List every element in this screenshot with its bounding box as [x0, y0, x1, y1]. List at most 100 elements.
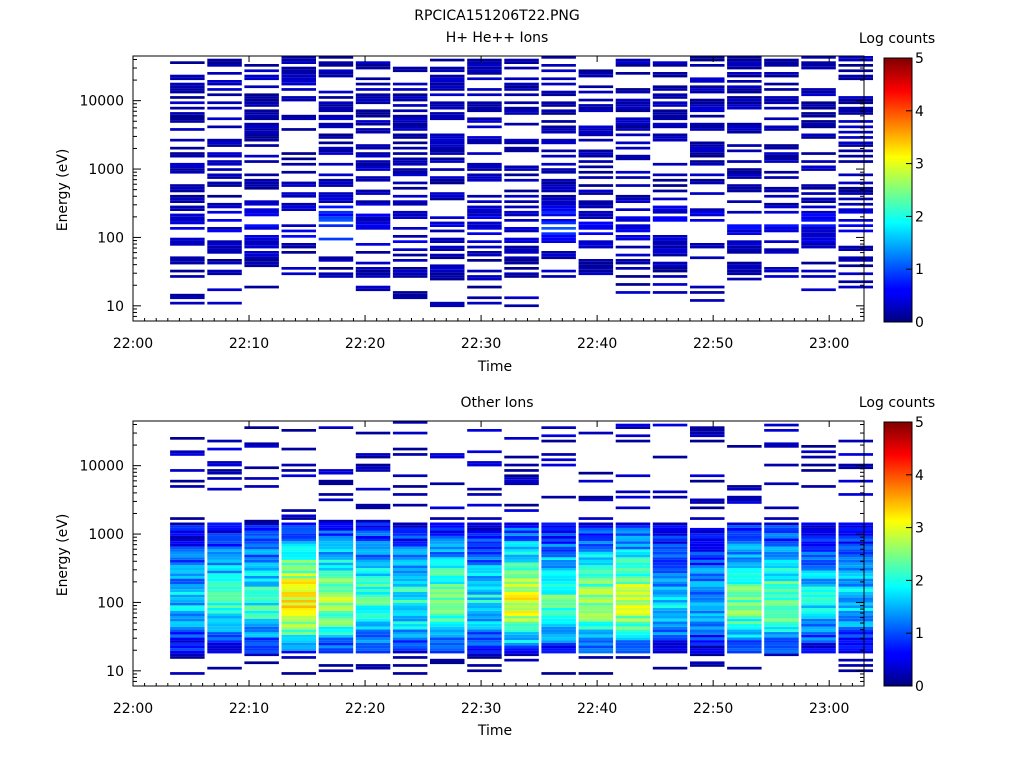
spectrogram-cell — [504, 251, 539, 254]
spectrogram-cell — [541, 189, 576, 193]
spectrogram-cell — [504, 165, 539, 169]
spectrogram-cell — [355, 666, 391, 670]
spectrogram-cell — [467, 653, 502, 657]
spectrogram-cell — [281, 594, 316, 598]
spectrogram-cell — [764, 626, 799, 630]
spectrogram-cell — [690, 640, 725, 643]
spectrogram-cell — [467, 594, 502, 598]
spectrogram-cell — [727, 173, 762, 177]
spectrogram-cell — [207, 125, 242, 129]
spectrogram-cell — [838, 640, 873, 643]
spectrogram-cell — [170, 533, 205, 536]
spectrogram-cell — [355, 227, 391, 230]
spectrogram-cell — [652, 133, 688, 137]
spectrogram-cell — [244, 133, 279, 137]
spectrogram-cell — [615, 208, 651, 211]
spectrogram-cell — [541, 522, 576, 526]
spectrogram-cell — [355, 557, 391, 560]
spectrogram-cell — [838, 584, 873, 587]
spectrogram-cell — [652, 101, 688, 105]
spectrogram-cell — [727, 618, 762, 622]
spectrogram-cell — [170, 629, 205, 633]
spectrogram-cell — [207, 194, 242, 198]
spectrogram-cell — [690, 608, 725, 611]
spectrogram-cell — [504, 267, 539, 270]
spectrogram-cell — [615, 426, 651, 429]
spectrogram-cell — [541, 184, 576, 187]
spectrogram-cell — [690, 160, 725, 163]
spectrogram-cell — [392, 610, 428, 614]
spectrogram-cell — [281, 194, 316, 198]
spectrogram-cell — [727, 160, 762, 163]
spectrogram-cell — [467, 138, 502, 142]
spectrogram-cell — [801, 549, 836, 552]
spectrogram-cell — [578, 210, 614, 214]
spectrogram-cell — [281, 235, 316, 238]
spectrogram-cell — [727, 495, 762, 499]
spectrogram-cell — [764, 482, 799, 486]
spectrogram-cell — [727, 186, 762, 190]
spectrogram-cell — [504, 275, 539, 278]
spectrogram-cell — [801, 541, 836, 544]
spectrogram-cell — [690, 256, 725, 260]
spectrogram-cell — [281, 509, 316, 512]
spectrogram-cell — [281, 621, 316, 625]
spectrogram-cell — [430, 650, 465, 654]
spectrogram-cell — [615, 608, 651, 611]
spectrogram-cell — [430, 626, 465, 630]
spectrogram-cell — [244, 616, 279, 619]
spectrogram-cell — [541, 168, 576, 171]
spectrogram-cell — [170, 259, 205, 262]
spectrogram-cell — [801, 125, 836, 129]
spectrogram-cell — [838, 120, 873, 123]
spectrogram-cell — [652, 629, 688, 633]
spectrogram-cell — [727, 445, 762, 448]
spectrogram-cell — [244, 581, 279, 584]
spectrogram-cell — [578, 581, 614, 584]
spectrogram-cell — [615, 640, 651, 643]
spectrogram-cell — [281, 573, 316, 576]
spectrogram-cell — [615, 64, 651, 67]
spectrogram-cell — [281, 72, 316, 75]
spectrogram-cell — [392, 554, 428, 558]
spectrogram-cell — [318, 632, 354, 635]
spectrogram-cell — [207, 106, 242, 110]
spectrogram-cell — [652, 61, 688, 64]
spectrogram-cell — [801, 229, 836, 233]
spectrogram-cell — [355, 640, 391, 643]
spectrogram-cell — [838, 538, 873, 542]
spectrogram-cell — [170, 101, 205, 105]
spectrogram-cell — [467, 559, 502, 563]
spectrogram-cell — [690, 213, 725, 217]
spectrogram-cell — [838, 616, 873, 619]
spectrogram-cell — [318, 543, 354, 547]
spectrogram-cell — [355, 469, 391, 472]
spectrogram-cell — [727, 176, 762, 179]
spectrogram-cell — [207, 248, 242, 251]
spectrogram-cell — [615, 656, 651, 659]
spectrogram-cell — [207, 549, 242, 552]
spectrogram-cell — [838, 589, 873, 592]
spectrogram-cell — [727, 210, 762, 214]
spectrogram-cell — [355, 541, 391, 544]
spectrogram-cell — [578, 517, 614, 520]
spectrogram-cell — [207, 575, 242, 579]
spectrogram-cell — [207, 259, 242, 262]
spectrogram-cell — [578, 578, 614, 582]
spectrogram-cell — [727, 565, 762, 568]
spectrogram-cell — [764, 562, 799, 566]
spectrogram-cell — [170, 594, 205, 598]
spectrogram-cell — [727, 541, 762, 544]
spectrogram-cell — [541, 589, 576, 592]
spectrogram-cell — [578, 125, 614, 129]
spectrogram-cell — [467, 88, 502, 91]
spectrogram-cell — [615, 235, 651, 238]
spectrogram-cell — [578, 184, 614, 187]
spectrogram-cell — [727, 240, 762, 243]
spectrogram-cell — [467, 104, 502, 107]
spectrogram-cell — [727, 200, 762, 203]
spectrogram-cell — [467, 200, 502, 203]
spectrogram-cell — [652, 565, 688, 568]
spectrogram-cell — [801, 136, 836, 139]
spectrogram-cell — [281, 535, 316, 539]
